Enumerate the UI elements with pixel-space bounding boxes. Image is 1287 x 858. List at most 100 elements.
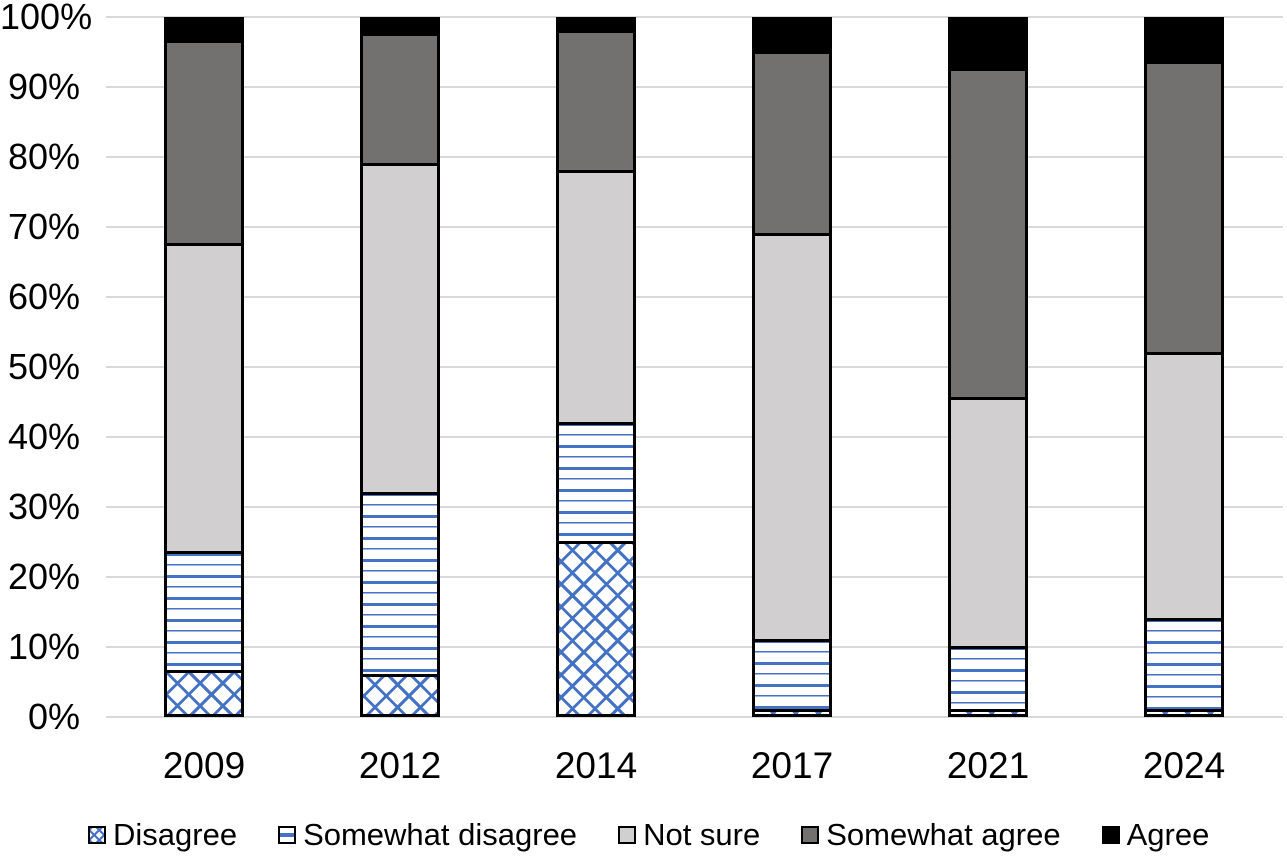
segment-divider	[1144, 708, 1224, 712]
segment-disagree-2024	[1144, 710, 1224, 717]
segment-agree-2012	[360, 17, 440, 35]
legend-item-disagree: Disagree	[88, 815, 237, 855]
bar-outline	[948, 17, 1028, 717]
segment-divider	[752, 708, 832, 712]
legend: Disagree Somewhat disagree Not sure Somewha…	[88, 812, 1209, 858]
segment-agree-2024	[1144, 17, 1224, 63]
y-tick-label: 80%	[7, 136, 80, 177]
segment-divider	[948, 397, 1028, 400]
segment-divider	[948, 708, 1028, 712]
bar-2021	[948, 17, 1028, 717]
y-tick-label: 70%	[7, 206, 80, 247]
gridline-40pct	[106, 436, 1283, 438]
gridline-0pct	[106, 716, 1283, 718]
segment-somewhat-agree-2012	[360, 34, 440, 164]
legend-swatch-solid-lightgray-icon	[618, 826, 637, 844]
legend-swatch-hlines-icon	[278, 826, 297, 844]
bar-2014	[556, 17, 636, 717]
segment-divider	[360, 162, 440, 166]
bar-outline	[164, 17, 244, 717]
segment-somewhat-disagree-2009	[164, 552, 244, 672]
bar-2017	[752, 17, 832, 717]
segment-divider	[948, 68, 1028, 71]
legend-label: Somewhat agree	[826, 817, 1061, 852]
legend-item-agree: Agree	[1101, 815, 1210, 855]
segment-disagree-2012	[360, 675, 440, 717]
bar-2009	[164, 17, 244, 717]
bar-outline	[556, 17, 636, 717]
segment-not-sure-2017	[752, 234, 832, 640]
y-tick-label: 90%	[7, 66, 80, 107]
segment-divider	[164, 243, 244, 246]
legend-swatch-solid-darkgray-icon	[801, 826, 820, 844]
bar-outline	[752, 17, 832, 717]
segment-divider	[1144, 61, 1224, 64]
gridline-60pct	[106, 296, 1283, 298]
x-axis-label-2012: 2012	[358, 745, 442, 786]
bar-outline	[1144, 17, 1224, 717]
gridline-20pct	[106, 576, 1283, 578]
bar-2024	[1144, 17, 1224, 717]
segment-somewhat-disagree-2024	[1144, 619, 1224, 710]
y-tick-label: 40%	[7, 416, 80, 457]
segment-disagree-2014	[556, 542, 636, 717]
y-tick-label: 20%	[7, 556, 80, 597]
legend-swatch-solid-black-icon	[1101, 826, 1120, 844]
gridline-80pct	[106, 156, 1283, 158]
y-tick-label: 10%	[7, 626, 80, 667]
y-tick-label: 60%	[7, 276, 80, 317]
segment-somewhat-disagree-2021	[948, 647, 1028, 710]
segment-divider	[360, 491, 440, 495]
gridline-100pct	[106, 16, 1283, 18]
segment-divider	[360, 33, 440, 36]
legend-item-somewhat-agree: Somewhat agree	[801, 815, 1061, 855]
legend-item-not-sure: Not sure	[618, 815, 760, 855]
x-axis-label-2024: 2024	[1142, 745, 1226, 786]
bar-outline	[360, 17, 440, 717]
y-tick-label: 0%	[27, 696, 80, 737]
segment-divider	[752, 50, 832, 54]
gridline-90pct	[106, 86, 1283, 88]
segment-not-sure-2012	[360, 164, 440, 493]
y-tick-label: 50%	[7, 346, 80, 387]
segment-divider	[556, 421, 636, 425]
y-tick-label: 30%	[7, 486, 80, 527]
segment-divider	[752, 232, 832, 236]
legend-label: Disagree	[113, 817, 238, 852]
segment-somewhat-disagree-2014	[556, 423, 636, 542]
x-axis-label-2021: 2021	[946, 745, 1030, 786]
gridline-70pct	[106, 226, 1283, 228]
segment-agree-2014	[556, 17, 636, 31]
segment-divider	[164, 40, 244, 43]
segment-agree-2009	[164, 17, 244, 42]
gridline-10pct	[106, 646, 1283, 648]
segment-not-sure-2021	[948, 398, 1028, 647]
legend-label: Agree	[1126, 817, 1210, 852]
y-tick-label: 100%	[0, 0, 93, 37]
segment-somewhat-disagree-2017	[752, 640, 832, 710]
segment-somewhat-agree-2017	[752, 52, 832, 234]
x-axis-label-2009: 2009	[162, 745, 246, 786]
segment-not-sure-2024	[1144, 353, 1224, 619]
segment-somewhat-agree-2021	[948, 69, 1028, 399]
segment-somewhat-disagree-2012	[360, 493, 440, 675]
bar-2012	[360, 17, 440, 717]
legend-label: Not sure	[643, 817, 761, 852]
segment-divider	[1144, 351, 1224, 355]
segment-divider	[556, 169, 636, 173]
segment-agree-2021	[948, 17, 1028, 70]
legend-item-somewhat-disagree: Somewhat disagree	[278, 815, 577, 855]
segment-divider	[164, 670, 244, 673]
gridline-50pct	[106, 366, 1283, 368]
segment-somewhat-agree-2024	[1144, 62, 1224, 353]
segment-divider	[556, 540, 636, 544]
segment-divider	[164, 551, 244, 554]
legend-label: Somewhat disagree	[303, 817, 578, 852]
segment-disagree-2021	[948, 710, 1028, 717]
legend-swatch-crosshatch-icon	[88, 826, 106, 844]
segment-not-sure-2014	[556, 171, 636, 423]
segment-divider	[948, 645, 1028, 649]
x-axis-label-2014: 2014	[554, 745, 638, 786]
segment-somewhat-agree-2009	[164, 41, 244, 245]
